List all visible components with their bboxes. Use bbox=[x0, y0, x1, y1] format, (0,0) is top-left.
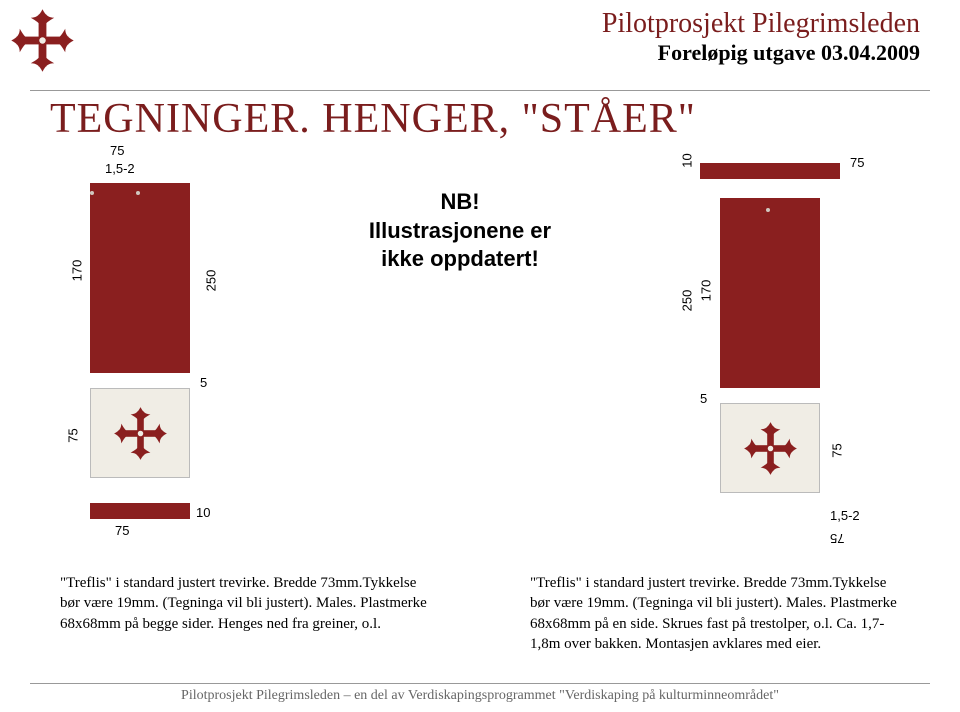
board-shape bbox=[720, 198, 820, 388]
footer-divider bbox=[30, 683, 930, 684]
dim-label: 10 bbox=[196, 505, 210, 520]
pilgrim-cross-icon bbox=[10, 8, 75, 73]
header-subtitle: Foreløpig utgave 03.04.2009 bbox=[30, 40, 920, 66]
dim-label: 75 bbox=[66, 428, 81, 442]
dim-label: 75 bbox=[830, 443, 845, 457]
dim-label: 250 bbox=[679, 290, 694, 312]
caption-right: "Treflis" i standard justert trevirke. B… bbox=[530, 573, 900, 654]
diagram-staer: 10 75 170 250 5 75 1,5-2 75 bbox=[640, 143, 920, 563]
dim-label: 170 bbox=[69, 260, 84, 282]
pilgrim-cross-icon bbox=[743, 421, 798, 476]
notice-line: NB! bbox=[330, 188, 590, 217]
header-title: Pilotprosjekt Pilegrimsleden bbox=[30, 8, 920, 40]
diagram-henger: 75 1,5-2 170 250 5 75 75 10 bbox=[60, 143, 320, 563]
dim-label: 75 bbox=[115, 523, 129, 538]
board-shape bbox=[90, 183, 190, 373]
page-footer: Pilotprosjekt Pilegrimsleden – en del av… bbox=[0, 683, 960, 704]
captions-row: "Treflis" i standard justert trevirke. B… bbox=[0, 563, 960, 654]
dim-label: 170 bbox=[698, 280, 713, 302]
dim-label: 1,5-2 bbox=[105, 161, 135, 176]
plaque-shape bbox=[720, 403, 820, 493]
dim-label: 1,5-2 bbox=[830, 508, 860, 523]
dim-label: 5 bbox=[200, 375, 207, 390]
dim-label: 75 bbox=[850, 155, 864, 170]
dim-label: 75 bbox=[830, 531, 844, 546]
caption-left: "Treflis" i standard justert trevirke. B… bbox=[60, 573, 430, 654]
dim-label: 5 bbox=[700, 391, 707, 406]
diagram-area: 75 1,5-2 170 250 5 75 75 10 NB! Illustra… bbox=[0, 143, 960, 563]
pilgrim-cross-icon bbox=[113, 406, 168, 461]
dim-label: 75 bbox=[110, 143, 124, 158]
dim-label: 10 bbox=[680, 153, 695, 167]
notice-text: NB! Illustrasjonene er ikke oppdatert! bbox=[330, 188, 590, 274]
page-title: TEGNINGER. HENGER, "STÅER" bbox=[0, 91, 960, 143]
page-header: Pilotprosjekt Pilegrimsleden Foreløpig u… bbox=[0, 0, 960, 90]
footer-text: Pilotprosjekt Pilegrimsleden – en del av… bbox=[0, 688, 960, 704]
bar-shape bbox=[90, 503, 190, 519]
dim-label: 250 bbox=[203, 270, 218, 292]
notice-line: Illustrasjonene er bbox=[330, 217, 590, 246]
plaque-shape bbox=[90, 388, 190, 478]
bar-shape bbox=[700, 163, 840, 179]
notice-line: ikke oppdatert! bbox=[330, 245, 590, 274]
